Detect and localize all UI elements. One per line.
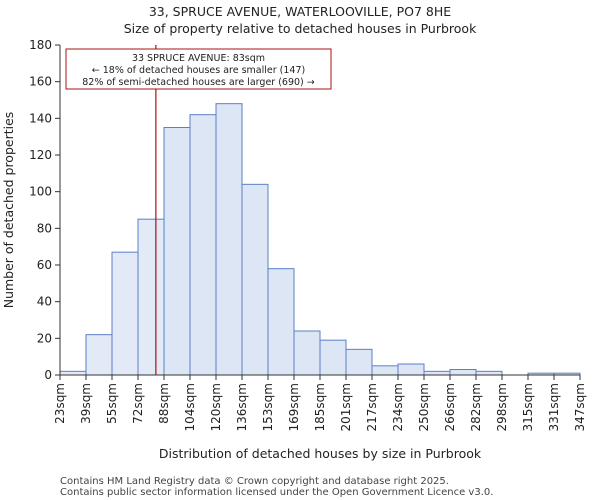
y-tick-label: 100 [29,185,52,199]
y-tick-label: 20 [37,331,52,345]
histogram-bar [111,251,139,376]
histogram-bar [189,114,217,376]
x-tick-label: 298sqm [495,383,509,431]
histogram-bar [267,268,295,376]
x-axis-label: Distribution of detached houses by size … [159,446,482,461]
x-tick-label: 250sqm [417,383,431,431]
chart-subtitle: Size of property relative to detached ho… [124,21,477,36]
x-tick-label: 136sqm [235,383,249,431]
histogram-bar [293,330,321,376]
histogram-bar [475,370,503,376]
chart-title: 33, SPRUCE AVENUE, WATERLOOVILLE, PO7 8H… [149,4,451,19]
histogram-bar [345,348,373,376]
histogram-bar [215,103,243,376]
annotation-line-1: 33 SPRUCE AVENUE: 83sqm [132,53,265,64]
x-tick-label: 185sqm [313,383,327,431]
histogram-bar [423,370,451,376]
plot-area: 0 20 40 60 80 100 120 140 160 180 23sqm 39sqm 55sqm 7… [29,38,587,431]
histogram-bar [319,339,347,376]
y-tick-label: 120 [29,148,52,162]
y-tick-label: 40 [37,295,52,309]
y-tick-label: 0 [44,368,52,382]
x-tick-label: 88sqm [157,383,171,424]
x-tick-label: 217sqm [365,383,379,431]
x-tick-label: 347sqm [573,383,587,431]
histogram-bar [241,183,269,376]
annotation-box [65,48,332,90]
x-tick-label: 282sqm [469,383,483,431]
annotation-line-3: 82% of semi-detached houses are larger (… [82,77,315,88]
x-tick-label: 331sqm [547,383,561,431]
histogram-bar [137,218,165,376]
y-tick-label: 80 [37,221,52,235]
y-tick-label: 180 [29,38,52,52]
x-tick-label: 120sqm [209,383,223,431]
x-tick-label: 23sqm [53,383,67,424]
footer-line-1: Contains HM Land Registry data © Crown c… [60,476,449,487]
y-tick-label: 160 [29,75,52,89]
y-tick-label: 140 [29,111,52,125]
x-tick-label: 169sqm [287,383,301,431]
footer-line-2: Contains public sector information licen… [60,487,493,498]
annotation-line-2: ← 18% of detached houses are smaller (14… [92,65,305,76]
x-tick-label: 153sqm [261,383,275,431]
x-tick-label: 315sqm [521,383,535,431]
histogram-bar [85,334,113,376]
x-tick-label: 72sqm [131,383,145,424]
histogram-bar [371,365,399,376]
x-tick-label: 201sqm [339,383,353,431]
y-axis-label: Number of detached properties [1,112,16,309]
histogram-bar [449,369,477,376]
x-tick-label: 39sqm [79,383,93,424]
histogram-bar [397,363,425,376]
y-tick-label: 60 [37,258,52,272]
x-tick-label: 234sqm [391,383,405,431]
x-tick-label: 104sqm [183,383,197,431]
x-tick-label: 266sqm [443,383,457,431]
x-tick-label: 55sqm [105,383,119,424]
histogram-bar [163,127,191,376]
histogram-bar [59,370,87,376]
